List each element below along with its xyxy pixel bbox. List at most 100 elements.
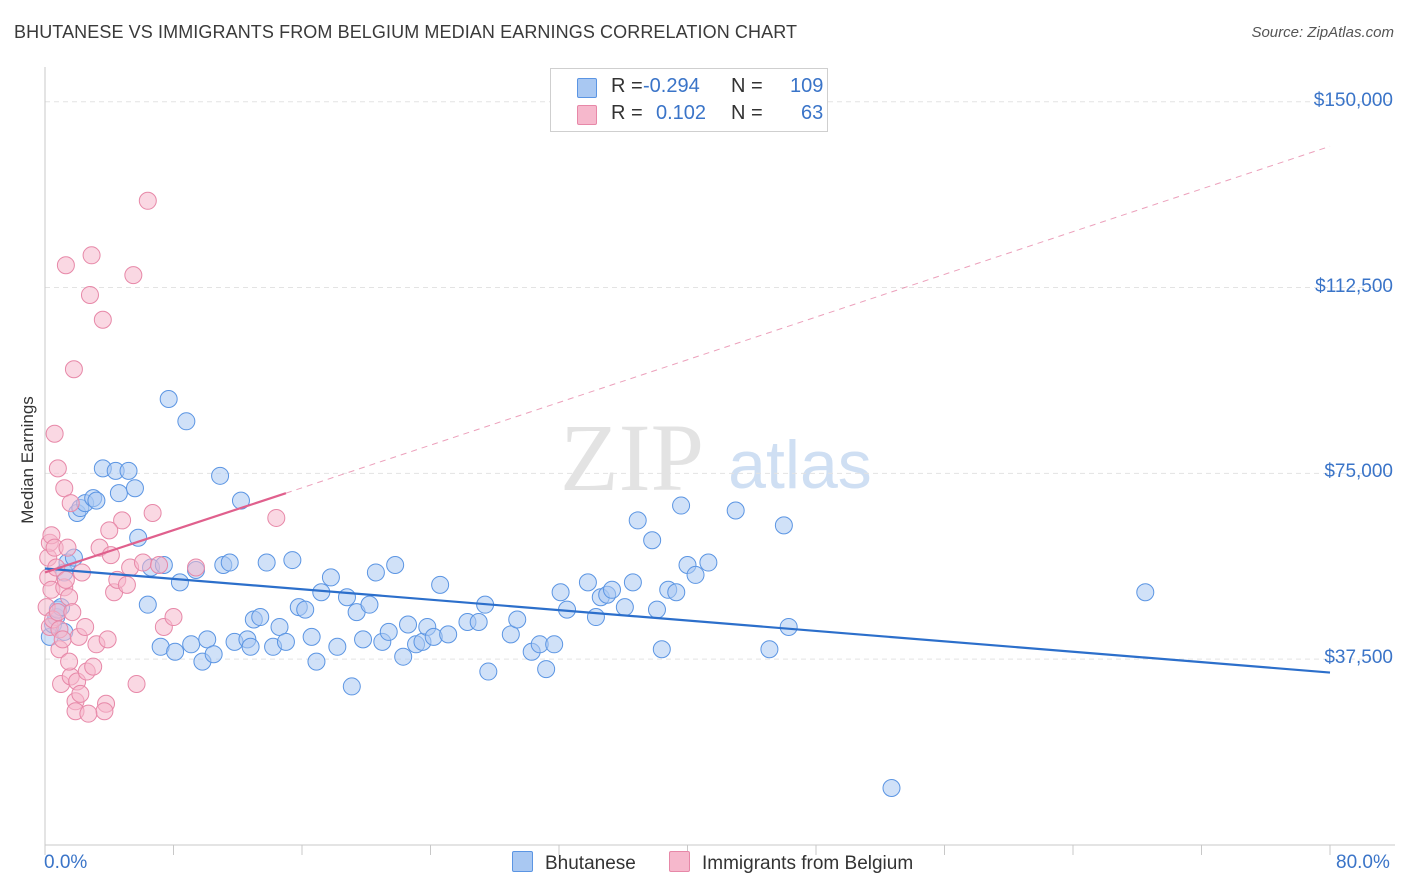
belgium-point — [71, 684, 90, 703]
y-tick-label: $112,500 — [1315, 275, 1393, 297]
bhutanese-point — [623, 573, 642, 592]
bhutanese-point — [251, 608, 270, 627]
bhutanese-point — [321, 568, 340, 587]
bhutanese-point — [760, 640, 779, 659]
belgium-point — [47, 558, 66, 577]
bhutanese-point — [354, 630, 373, 649]
bhutanese-point — [647, 600, 666, 619]
belgium-point — [45, 424, 64, 443]
belgium-point — [61, 494, 80, 513]
watermark-atlas: atlas — [728, 427, 872, 503]
bhutanese-point — [439, 625, 458, 644]
bhutanese-point — [882, 779, 901, 798]
belgium-trend-extension — [285, 145, 1331, 494]
bhutanese-point — [551, 583, 570, 602]
belgium-point — [56, 570, 75, 589]
bhutanese-point — [182, 635, 201, 654]
legend-r-label: R = — [611, 102, 643, 124]
belgium-point — [60, 652, 79, 671]
watermark-zip: ZIP — [560, 404, 704, 511]
belgium-point — [127, 674, 146, 693]
trend-lines — [44, 145, 1331, 674]
legend-label-belgium: Immigrants from Belgium — [702, 853, 914, 874]
belgium-point — [56, 256, 75, 275]
legend-swatch-belgium — [669, 851, 690, 872]
belgium-point — [133, 553, 152, 572]
bhutanese-point — [87, 491, 106, 510]
belgium-trend-line — [44, 492, 287, 574]
bhutanese-point — [479, 662, 498, 681]
bhutanese-point — [138, 595, 157, 614]
bhutanese-point — [686, 565, 705, 584]
bhutanese-point — [198, 630, 217, 649]
legend-n-value-bhutanese: 109 — [790, 75, 824, 97]
belgium-point — [124, 266, 143, 285]
belgium-point — [113, 511, 132, 530]
belgium-point — [186, 558, 205, 577]
bhutanese-point — [628, 511, 647, 530]
bhutanese-point — [779, 617, 798, 636]
bhutanese-point — [211, 466, 230, 485]
bhutanese-point — [302, 627, 321, 646]
belgium-point — [82, 246, 101, 265]
x-tick-min: 0.0% — [44, 852, 88, 873]
belgium-point — [143, 503, 162, 522]
legend-n-label: N = — [731, 75, 763, 97]
legend-label-bhutanese: Bhutanese — [545, 853, 636, 874]
chart-title: BHUTANESE VS IMMIGRANTS FROM BELGIUM MED… — [14, 22, 798, 42]
bhutanese-point — [726, 501, 745, 520]
bhutanese-point — [672, 496, 691, 515]
belgium-point — [93, 310, 112, 329]
belgium-point — [100, 521, 119, 540]
bhutanese-point — [545, 635, 564, 654]
bhutanese-point — [328, 637, 347, 656]
belgium-point — [138, 191, 157, 210]
bhutanese-point — [177, 412, 196, 431]
legend-item-belgium[interactable]: Immigrants from Belgium — [669, 851, 913, 875]
y-tick-label: $150,000 — [1313, 89, 1393, 111]
bhutanese-point — [578, 573, 597, 592]
legend-n-value-belgium: 63 — [801, 102, 824, 124]
source-label: Source: ZipAtlas.com — [1251, 24, 1394, 41]
legend-n-label: N = — [731, 102, 763, 124]
belgium-point — [267, 508, 286, 527]
belgium-point — [84, 657, 103, 676]
y-tick-label: $75,000 — [1324, 461, 1393, 483]
bhutanese-point — [394, 647, 413, 666]
bhutanese-point — [241, 637, 260, 656]
belgium-point — [76, 617, 95, 636]
bhutanese-point — [159, 390, 178, 409]
bhutanese-point — [307, 652, 326, 671]
bhutanese-point — [257, 553, 276, 572]
bhutanese-point — [125, 479, 144, 498]
bhutanese-point — [652, 640, 671, 659]
legend-item-bhutanese[interactable]: Bhutanese — [512, 851, 636, 875]
bhutanese-point — [667, 583, 686, 602]
belgium-point — [79, 704, 98, 723]
bhutanese-point — [342, 677, 361, 696]
bhutanese-point — [270, 617, 289, 636]
legend-r-label: R = — [611, 75, 643, 97]
belgium-point — [48, 459, 67, 478]
belgium-point — [64, 360, 83, 379]
bhutanese-point — [276, 632, 295, 651]
belgium-point — [63, 603, 82, 622]
axes — [44, 67, 1395, 855]
bhutanese-trend-line — [44, 567, 1331, 674]
bhutanese-point — [537, 660, 556, 679]
legend-r-value-bhutanese: -0.294 — [643, 75, 700, 97]
belgium-point — [95, 702, 114, 721]
belgium-point — [164, 608, 183, 627]
bhutanese-point — [469, 613, 488, 632]
bhutanese-point — [166, 642, 185, 661]
bhutanese-point — [337, 588, 356, 607]
bhutanese-point — [283, 551, 302, 570]
belgium-point — [150, 556, 169, 575]
legend-swatch-belgium — [577, 105, 597, 125]
bhutanese-point — [129, 528, 148, 547]
bhutanese-point — [615, 598, 634, 617]
bhutanese-point — [603, 580, 622, 599]
bhutanese-point — [431, 575, 450, 594]
bhutanese-point — [379, 622, 398, 641]
